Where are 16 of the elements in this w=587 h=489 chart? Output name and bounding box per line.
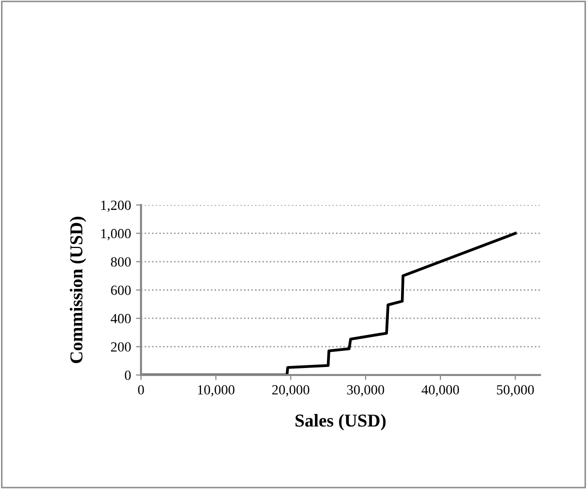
- x-tick-label: 50,000: [497, 385, 534, 396]
- x-axis-title: Sales (USD): [296, 414, 386, 430]
- y-tick-label: 1,000: [101, 228, 131, 240]
- x-tick-label: 30,000: [347, 385, 384, 396]
- x-tick-label: 0: [138, 385, 144, 394]
- line-series: [141, 232, 517, 375]
- y-tick-label: 400: [110, 314, 131, 324]
- y-tick-label: 1,200: [101, 200, 131, 212]
- y-tick-label: 200: [111, 342, 131, 352]
- y-axis-title: Commission (USD): [70, 216, 86, 364]
- y-tick-label: 800: [110, 257, 131, 267]
- y-tick-label: 600: [111, 286, 131, 295]
- x-tick-label: 10,000: [198, 385, 234, 396]
- y-tick-label: 0: [124, 370, 131, 380]
- x-tick-label: 20,000: [272, 385, 310, 396]
- x-tick-label: 40,000: [422, 385, 460, 396]
